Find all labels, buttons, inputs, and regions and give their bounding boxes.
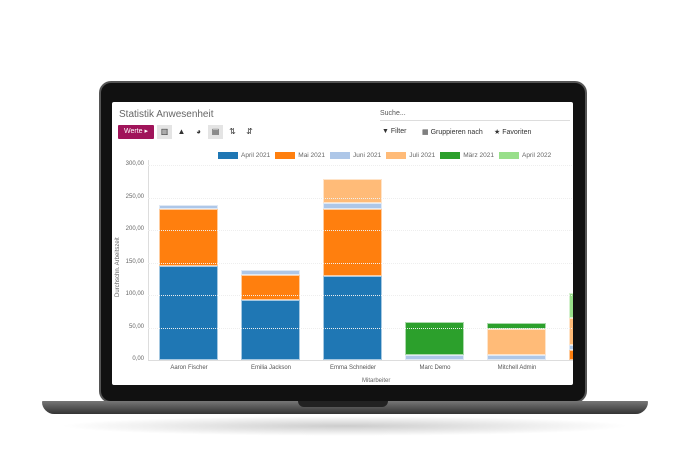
bar-chart-icon[interactable]: ▥ (157, 125, 172, 139)
legend-item[interactable]: März 2021 (440, 152, 494, 159)
favorites-button[interactable]: ★ Favoriten (494, 128, 531, 136)
bar-segment[interactable] (569, 293, 573, 318)
x-tick-label: Marc Demo (419, 365, 451, 371)
legend-swatch (330, 152, 351, 159)
gridline (148, 165, 573, 166)
legend-item[interactable]: April 2021 (218, 152, 270, 159)
bar-segment[interactable] (405, 354, 464, 360)
x-tick-label: Aaron Fischer (170, 365, 208, 371)
x-axis-label: Mitarbeiter (362, 378, 391, 384)
sort-desc-icon[interactable]: ⇅ (229, 127, 236, 136)
legend-swatch (275, 152, 296, 159)
y-tick-label: 250,00 (125, 193, 144, 200)
y-tick-label: 0,00 (132, 356, 144, 362)
bar-segment[interactable] (323, 202, 382, 210)
search-input[interactable]: Suche... (380, 110, 570, 121)
legend-swatch (498, 152, 519, 159)
bar-segment[interactable] (323, 276, 382, 360)
group-label: Gruppieren nach (430, 129, 483, 136)
filter-button[interactable]: ▼ Filter (382, 128, 406, 135)
laptop-base (42, 401, 648, 414)
star-icon: ★ (494, 129, 501, 136)
laptop-notch (298, 401, 388, 407)
legend-label: Juni 2021 (353, 152, 382, 160)
bar-segment[interactable] (487, 328, 546, 355)
legend-item[interactable]: Mai 2021 (275, 152, 325, 159)
bar-segment[interactable] (323, 209, 382, 277)
favorites-label: Favoriten (502, 129, 532, 136)
gridline (148, 262, 573, 264)
bar-segment[interactable] (241, 299, 300, 360)
legend-label: Mai 2021 (298, 152, 326, 160)
bar-segment[interactable] (159, 208, 218, 266)
chart-legend: April 2021 Mai 2021 Juni 2021 Juli 2021 März… (218, 152, 551, 159)
line-chart-icon[interactable]: ▲ (177, 127, 186, 136)
legend-label: März 2021 (463, 152, 494, 160)
y-tick-label: 200,00 (125, 226, 144, 232)
y-tick-label: 150,00 (125, 258, 144, 265)
laptop-shadow (60, 416, 630, 436)
legend-swatch (386, 152, 407, 159)
gridline (148, 327, 573, 329)
legend-item[interactable]: April 2022 (498, 152, 552, 160)
y-axis-label: Durchschn. Arbeitszeit (115, 237, 121, 297)
y-tick-label: 50,00 (128, 323, 144, 330)
sort-asc-icon[interactable]: ⇵ (246, 127, 253, 136)
legend-label: April 2021 (241, 152, 271, 160)
bar-segment[interactable] (323, 179, 382, 203)
group-icon: ▦ (422, 129, 429, 136)
bar-segment[interactable] (487, 354, 546, 360)
legend-item[interactable]: Juli 2021 (386, 152, 435, 159)
bar-segment[interactable] (569, 345, 573, 351)
bar-segment[interactable] (241, 270, 300, 275)
y-tick-label: 100,00 (125, 291, 144, 297)
legend-label: April 2022 (521, 152, 552, 160)
pie-chart-icon[interactable]: ◕ (196, 127, 201, 136)
filter-icon: ▼ (382, 128, 389, 135)
werte-button[interactable]: Werte ▸ (118, 125, 154, 139)
bar-segment[interactable] (159, 204, 218, 209)
filter-label: Filter (390, 128, 407, 135)
legend-swatch (218, 152, 238, 159)
gridline (148, 295, 573, 296)
legend-item[interactable]: Juni 2021 (330, 152, 381, 159)
y-tick-label: 300,00 (125, 161, 144, 167)
x-tick-label: Emma Schneider (329, 365, 377, 371)
x-axis (148, 360, 573, 361)
legend-label: Juli 2021 (409, 152, 436, 160)
legend-swatch (440, 152, 461, 159)
group-by-button[interactable]: ▦ Gruppieren nach (422, 128, 483, 136)
app-screen: Statistik Anwesenheit Suche... Werte ▸ ▥… (112, 102, 573, 385)
bar-segment[interactable] (569, 350, 573, 360)
gridline (148, 197, 573, 199)
gridline (148, 230, 573, 231)
x-tick-label: Emilia Jackson (250, 365, 291, 371)
bar-segment[interactable] (569, 317, 573, 346)
page-title: Statistik Anwesenheit (119, 109, 214, 120)
bar-segment[interactable] (159, 265, 218, 360)
stacked-icon[interactable]: ▤ (208, 125, 223, 139)
y-axis (148, 160, 149, 360)
x-tick-label: Mitchell Admin (497, 365, 537, 371)
